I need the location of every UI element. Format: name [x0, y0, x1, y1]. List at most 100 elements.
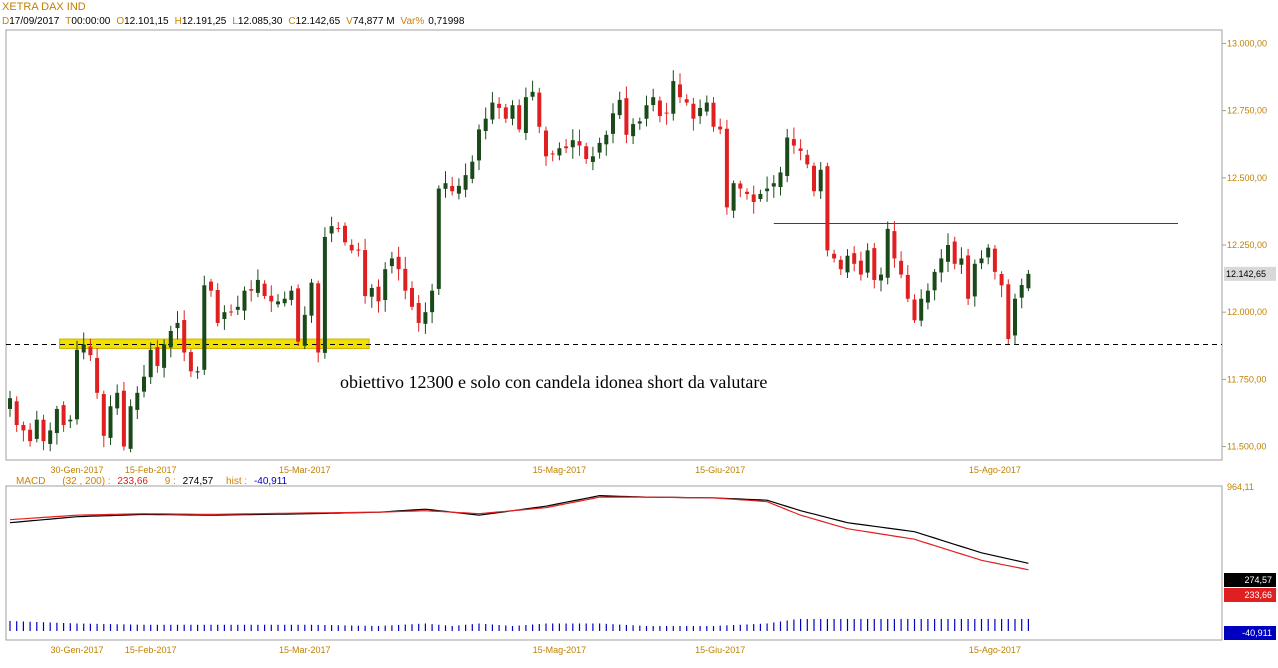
candle-body [966, 255, 971, 299]
candle-body [617, 99, 622, 116]
candle [865, 243, 870, 278]
candle [959, 247, 964, 274]
readout-value: 17/09/2017 [9, 16, 60, 27]
candle [597, 137, 602, 159]
candle [282, 291, 287, 307]
candle [48, 422, 53, 452]
candle [617, 91, 622, 120]
candle-body [75, 349, 79, 420]
candle [95, 348, 100, 399]
candle [738, 180, 743, 198]
candle [644, 95, 649, 127]
candle-body [135, 392, 140, 410]
price-tick-label: 12.000,00 [1227, 307, 1267, 317]
date-label: 15-Feb-2017 [125, 465, 177, 475]
candle [235, 295, 240, 315]
candle [21, 421, 26, 442]
candle [343, 222, 347, 246]
signal-last-tag: 233,66 [1244, 590, 1272, 600]
candle [483, 107, 488, 140]
candle-body [148, 349, 153, 378]
candle-body [530, 91, 535, 97]
candle [463, 163, 468, 198]
candle-body [1019, 285, 1024, 298]
candle-body [979, 258, 984, 264]
hist-last-tag: -40,911 [1242, 628, 1272, 638]
candle [249, 280, 254, 302]
candle [825, 162, 830, 257]
candle [222, 305, 227, 330]
readout-key: D [2, 16, 10, 27]
macd-axis: 964,11 274,57 233,66 -40,911 [1224, 482, 1276, 640]
candle-body [537, 92, 542, 127]
price-tick-label: 12.750,00 [1227, 106, 1267, 116]
candle [142, 365, 146, 398]
candle [309, 278, 314, 323]
candle [758, 189, 763, 202]
candle-body [590, 156, 595, 162]
candle-body [101, 394, 106, 436]
candle [704, 95, 709, 116]
candle-body [872, 248, 877, 280]
candle [88, 338, 93, 361]
candle-body [751, 194, 756, 202]
macd-label: MACD [16, 476, 46, 487]
candle-body [430, 290, 435, 313]
candle-body [745, 191, 749, 194]
signal-last-tag-bg [1224, 588, 1276, 602]
date-label-bottom: 15-Feb-2017 [125, 645, 177, 655]
candle-body [724, 128, 729, 208]
candle-body [68, 419, 73, 422]
date-axis: 30-Gen-2017 30-Gen-2017 15-Feb-2017 15-Feb-… [50, 465, 1020, 655]
candle-body [718, 126, 723, 130]
macd-top-label: 964,11 [1227, 482, 1254, 492]
candle [925, 283, 930, 310]
candle [530, 80, 535, 101]
macd-frame [5, 485, 1223, 641]
candle-body [510, 105, 515, 119]
candle [255, 269, 260, 298]
candle [41, 414, 46, 451]
candle-body [812, 165, 816, 192]
candle [510, 100, 515, 126]
candle-body [477, 129, 481, 161]
candle [430, 283, 435, 324]
candle [75, 340, 79, 425]
candle-body [624, 98, 629, 135]
candle-body [108, 406, 113, 438]
candle [296, 284, 301, 346]
readout-value: 12.101,15 [124, 16, 169, 27]
candle-body [389, 258, 394, 267]
candle [175, 311, 180, 340]
candle-body [731, 183, 736, 211]
candle-body [899, 260, 904, 275]
candle [691, 97, 696, 131]
candle-body [222, 312, 227, 319]
signal-line [9, 496, 1029, 571]
candle-body [657, 100, 662, 116]
candle-body [959, 258, 964, 265]
candle [939, 249, 944, 283]
candle [135, 386, 140, 419]
candle [698, 99, 703, 124]
candle-body [128, 406, 133, 449]
candle-body [162, 344, 167, 368]
support-zone-rect [59, 338, 370, 349]
candle-body [644, 105, 649, 119]
date-label-bottom: 15-Mag-2017 [533, 645, 587, 655]
candle-body [289, 290, 294, 300]
candle [778, 166, 783, 196]
candle [952, 236, 957, 270]
candle-body [825, 166, 830, 251]
candle-body [282, 298, 287, 304]
candle [972, 259, 977, 307]
hist-value: -40,911 [253, 476, 288, 487]
macd-histogram [9, 618, 1030, 631]
candle-body [758, 193, 763, 199]
candle [497, 97, 502, 120]
candle [751, 185, 756, 214]
candle-body [791, 139, 796, 146]
candle [1026, 269, 1031, 292]
date-label-bottom: 15-Ago-2017 [969, 645, 1021, 655]
candle-body [704, 102, 709, 112]
